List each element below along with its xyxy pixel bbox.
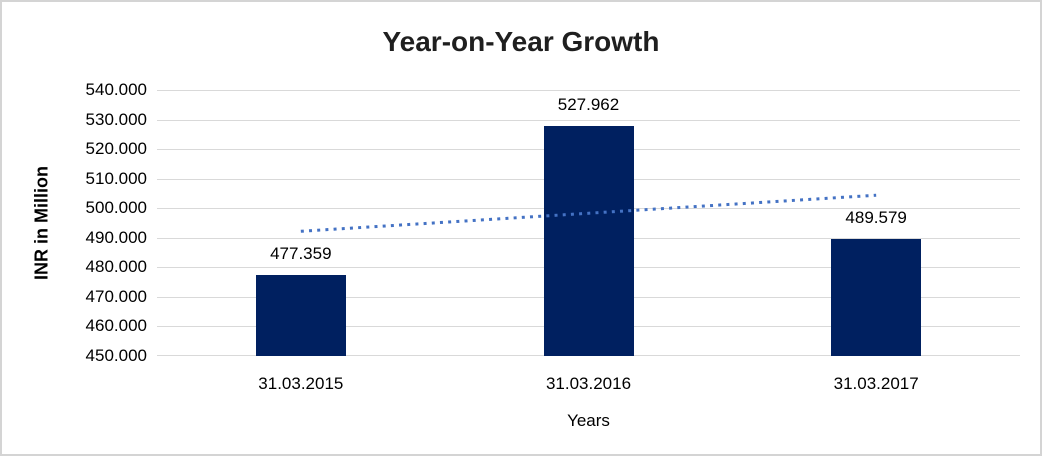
y-tick-label: 470.000: [85, 286, 147, 306]
bar-value-label: 477.359: [270, 244, 332, 264]
x-tick-label: 31.03.2016: [545, 374, 632, 393]
bar: [831, 239, 922, 356]
y-tick-label: 450.000: [85, 346, 147, 365]
bar: [255, 275, 346, 356]
y-tick-label: 460.000: [85, 316, 147, 336]
trendline-path: [300, 193, 877, 233]
gridline: [157, 90, 1020, 91]
y-tick-label: 490.000: [85, 227, 147, 247]
x-tick-label: 31.03.2017: [833, 374, 919, 393]
gridline: [157, 119, 1020, 121]
x-axis-title: Years: [567, 411, 610, 430]
bar: [543, 125, 634, 356]
y-tick-label: 480.000: [85, 257, 147, 277]
y-tick-label: 510.000: [85, 168, 147, 188]
y-tick-label: 500.000: [85, 198, 147, 218]
x-tick-label: 31.03.2015: [258, 374, 344, 393]
plot-area: [157, 90, 1020, 356]
bar-value-label: 527.962: [557, 94, 620, 114]
bar-value-label: 489.579: [845, 208, 907, 228]
y-tick-label: 540.000: [85, 80, 147, 99]
y-tick-label: 530.000: [85, 109, 147, 129]
trendline: [300, 193, 877, 233]
chart-title: Year-on-Year Growth: [382, 26, 660, 57]
y-tick-label: 520.000: [85, 139, 147, 159]
